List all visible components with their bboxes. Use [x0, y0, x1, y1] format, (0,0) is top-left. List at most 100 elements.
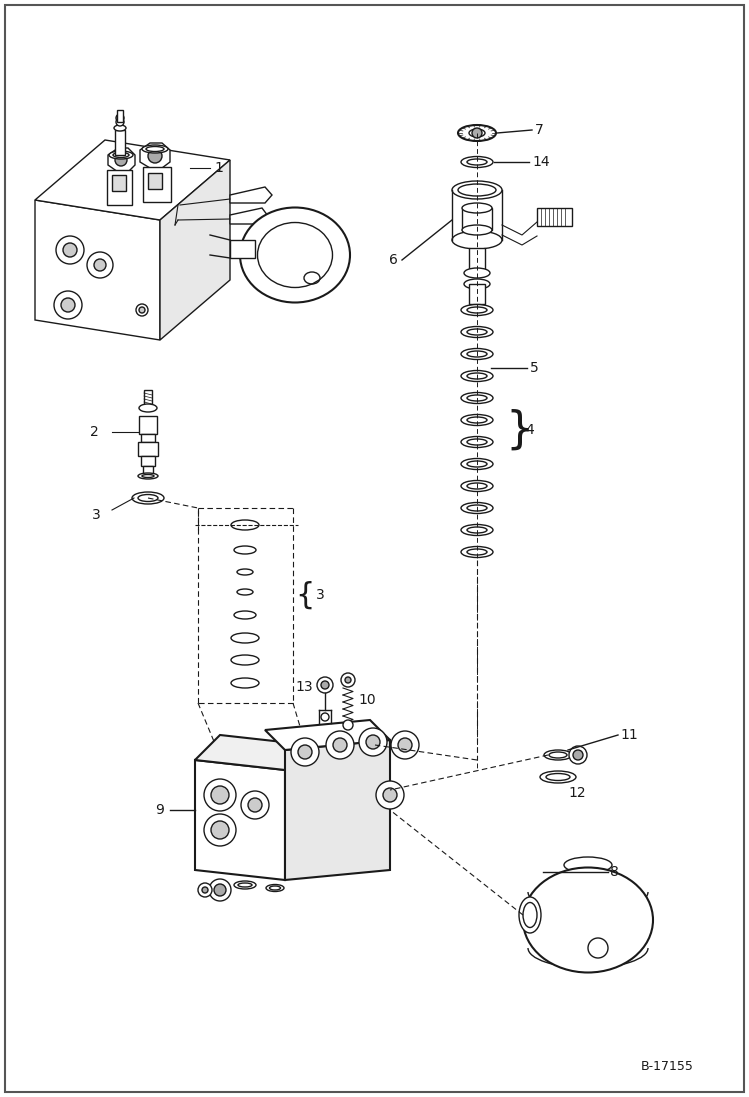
Polygon shape — [195, 760, 285, 880]
Text: 12: 12 — [568, 785, 586, 800]
Circle shape — [569, 746, 587, 764]
Bar — [112, 176, 126, 191]
Text: 7: 7 — [535, 123, 544, 137]
Circle shape — [333, 738, 347, 753]
Text: 11: 11 — [620, 728, 637, 742]
Polygon shape — [35, 200, 160, 340]
Bar — [469, 284, 485, 304]
Bar — [230, 240, 255, 258]
Text: 8: 8 — [610, 866, 619, 879]
Polygon shape — [140, 143, 170, 168]
Bar — [138, 442, 158, 456]
Ellipse shape — [461, 524, 493, 535]
Text: 4: 4 — [525, 423, 534, 437]
Circle shape — [202, 887, 208, 893]
Ellipse shape — [266, 884, 284, 892]
Circle shape — [321, 713, 329, 721]
Ellipse shape — [139, 404, 157, 412]
Circle shape — [376, 781, 404, 808]
Bar — [141, 456, 155, 466]
Circle shape — [54, 291, 82, 319]
Bar — [143, 466, 153, 476]
Ellipse shape — [240, 207, 350, 303]
Circle shape — [211, 821, 229, 839]
Bar — [115, 131, 125, 155]
Ellipse shape — [461, 437, 493, 448]
Ellipse shape — [234, 546, 256, 554]
Text: 3: 3 — [92, 508, 101, 522]
Polygon shape — [35, 140, 230, 220]
Ellipse shape — [234, 881, 256, 889]
Circle shape — [472, 128, 482, 138]
Ellipse shape — [237, 589, 253, 595]
Ellipse shape — [114, 125, 126, 131]
Text: 3: 3 — [316, 588, 325, 602]
Ellipse shape — [522, 911, 544, 929]
Circle shape — [148, 149, 162, 163]
Ellipse shape — [109, 151, 133, 159]
Bar — [107, 170, 132, 205]
Ellipse shape — [461, 546, 493, 557]
Ellipse shape — [461, 480, 493, 491]
Polygon shape — [195, 735, 310, 770]
Ellipse shape — [461, 371, 493, 382]
Ellipse shape — [461, 157, 493, 168]
Text: }: } — [505, 408, 533, 452]
Bar — [117, 110, 123, 122]
Ellipse shape — [469, 129, 485, 137]
Ellipse shape — [452, 181, 502, 199]
Circle shape — [326, 731, 354, 759]
Ellipse shape — [142, 145, 168, 152]
Circle shape — [61, 298, 75, 312]
Ellipse shape — [564, 857, 612, 873]
Circle shape — [241, 791, 269, 819]
Bar — [143, 167, 171, 202]
Ellipse shape — [461, 305, 493, 316]
Circle shape — [63, 244, 77, 257]
Ellipse shape — [231, 633, 259, 643]
Bar — [537, 208, 572, 226]
Circle shape — [398, 738, 412, 753]
Text: {: { — [295, 580, 315, 610]
Polygon shape — [265, 720, 390, 750]
Ellipse shape — [231, 678, 259, 688]
Text: 5: 5 — [530, 361, 539, 375]
Bar — [469, 248, 485, 273]
Circle shape — [56, 236, 84, 264]
Circle shape — [391, 731, 419, 759]
Circle shape — [298, 745, 312, 759]
Circle shape — [366, 735, 380, 749]
Text: 6: 6 — [389, 253, 398, 267]
Circle shape — [345, 677, 351, 683]
Circle shape — [116, 114, 124, 122]
Text: 13: 13 — [295, 680, 312, 694]
Text: 14: 14 — [532, 155, 550, 169]
Text: 2: 2 — [90, 425, 99, 439]
Ellipse shape — [461, 502, 493, 513]
Text: 1: 1 — [214, 161, 223, 176]
Circle shape — [204, 814, 236, 846]
Polygon shape — [230, 208, 268, 224]
Ellipse shape — [519, 897, 541, 934]
Circle shape — [139, 307, 145, 313]
Ellipse shape — [540, 771, 576, 783]
Circle shape — [359, 728, 387, 756]
Ellipse shape — [464, 279, 490, 289]
Text: B-17155: B-17155 — [641, 1061, 694, 1074]
Ellipse shape — [234, 611, 256, 619]
Ellipse shape — [461, 349, 493, 360]
Circle shape — [136, 304, 148, 316]
Ellipse shape — [237, 569, 253, 575]
Ellipse shape — [231, 520, 259, 530]
Text: 9: 9 — [155, 803, 164, 817]
Polygon shape — [108, 148, 135, 172]
Polygon shape — [160, 160, 230, 340]
Bar — [144, 391, 152, 408]
Circle shape — [573, 750, 583, 760]
Circle shape — [321, 681, 329, 689]
Circle shape — [94, 259, 106, 271]
Ellipse shape — [462, 225, 492, 235]
Circle shape — [588, 938, 608, 958]
Bar — [139, 416, 157, 434]
Ellipse shape — [452, 231, 502, 249]
